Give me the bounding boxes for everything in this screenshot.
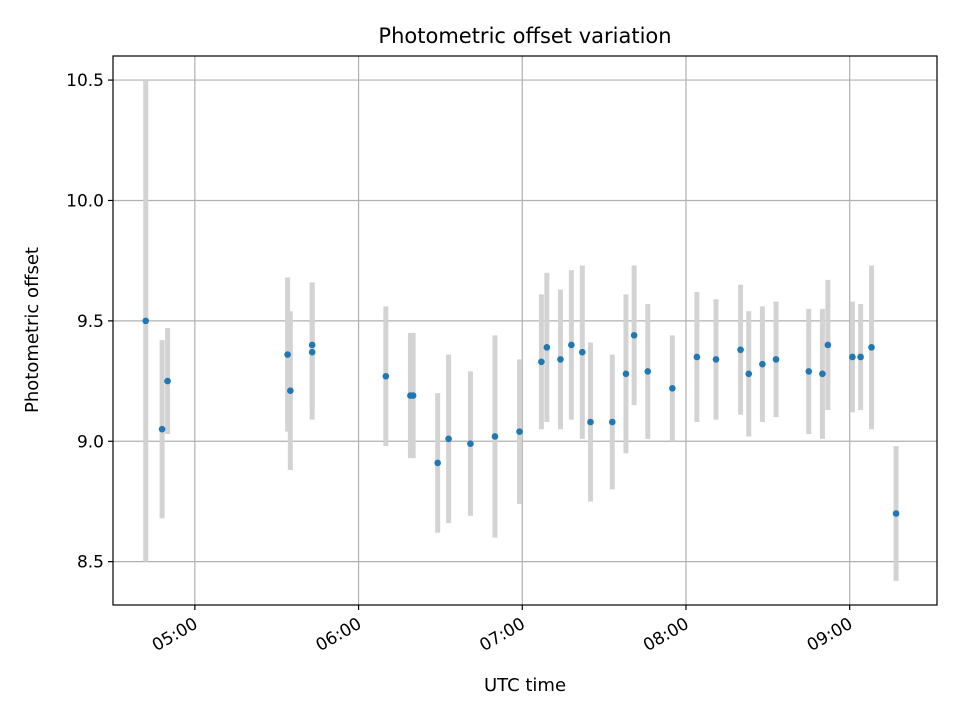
data-point: [467, 440, 474, 447]
data-point: [142, 317, 150, 325]
data-point: [568, 341, 575, 349]
y-tick-label: 8.5: [77, 553, 104, 573]
data-point: [693, 353, 701, 361]
data-point: [516, 428, 523, 435]
data-point: [737, 346, 744, 354]
x-axis-title: UTC time: [484, 675, 566, 696]
data-point: [805, 368, 813, 375]
data-point: [164, 377, 171, 385]
y-tick-label: 9.0: [77, 432, 104, 452]
data-point: [609, 418, 616, 426]
y-tick-label: 10.0: [66, 191, 104, 211]
data-point: [538, 358, 545, 366]
errorbars: [143, 80, 899, 581]
y-tick-label: 10.5: [66, 71, 104, 91]
data-point: [557, 356, 564, 363]
data-point: [491, 433, 499, 440]
x-tick-label: 08:00: [640, 614, 692, 656]
data-point: [868, 344, 875, 351]
data-point: [287, 387, 294, 394]
data-point: [892, 510, 900, 517]
plot-frame: [112, 55, 938, 606]
data-point: [308, 341, 316, 349]
data-point: [759, 360, 766, 368]
data-point: [857, 353, 864, 361]
data-point: [745, 370, 753, 378]
data-point: [819, 370, 826, 378]
grid: [113, 56, 937, 605]
data-point: [308, 348, 316, 356]
data-point: [543, 344, 551, 351]
data-point: [284, 351, 291, 358]
x-tick-label: 09:00: [804, 614, 856, 656]
data-point: [712, 356, 720, 363]
data-point: [578, 348, 586, 356]
x-axis: 05:00 06:00 07:00 08:00 09:00: [149, 605, 856, 656]
x-tick-label: 06:00: [313, 614, 365, 656]
data-point: [445, 435, 452, 443]
y-tick-label: 9.5: [77, 312, 104, 332]
data-point: [158, 425, 166, 433]
data-point: [622, 370, 630, 378]
x-tick-label: 07:00: [476, 614, 528, 656]
data-point: [772, 356, 780, 363]
data-point: [630, 332, 638, 339]
data-point: [669, 384, 676, 392]
data-point: [409, 392, 417, 399]
data-point: [382, 372, 390, 380]
points: [142, 317, 900, 517]
data-point: [644, 368, 652, 375]
y-axis: 8.5 9.0 9.5 10.0 10.5: [66, 71, 113, 573]
y-axis-title: Photometric offset: [22, 247, 43, 413]
data-point: [587, 418, 594, 426]
x-tick-label: 05:00: [149, 614, 201, 656]
data-point: [434, 459, 441, 467]
chart-title: Photometric offset variation: [378, 24, 671, 48]
data-point: [849, 353, 856, 361]
data-point: [824, 341, 832, 349]
